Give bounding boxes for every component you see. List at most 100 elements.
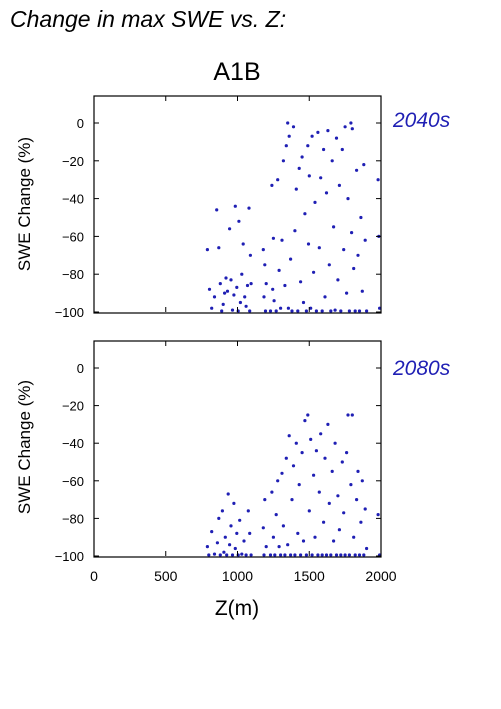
data-point xyxy=(248,309,252,313)
data-point xyxy=(339,553,343,557)
data-point xyxy=(323,456,327,460)
data-point xyxy=(290,498,294,502)
data-point xyxy=(221,302,225,306)
data-point xyxy=(271,287,275,291)
data-point xyxy=(205,545,209,549)
data-point xyxy=(218,553,222,557)
plot-frame xyxy=(93,340,382,558)
data-point xyxy=(342,248,346,252)
x-axis-ticks: 0 500 1000 1500 2000 xyxy=(90,341,397,584)
data-point xyxy=(314,309,318,313)
y-tick-label: −80 xyxy=(62,511,84,526)
y-tick-label: −100 xyxy=(55,549,84,564)
data-point xyxy=(274,309,278,313)
data-point xyxy=(324,553,329,557)
data-point xyxy=(277,268,281,272)
panel-2040s: 0 −20 −40 −60 −80 −100 SWE Change (%) 2040s xyxy=(15,95,451,320)
panel-label: 2040s xyxy=(392,109,451,132)
data-point xyxy=(245,283,250,288)
y-tick-label: −40 xyxy=(62,192,84,207)
data-point xyxy=(363,507,367,511)
data-point xyxy=(296,531,300,536)
data-point xyxy=(376,513,380,517)
data-point xyxy=(301,300,306,305)
data-point xyxy=(306,242,311,246)
data-point xyxy=(332,539,336,543)
data-point xyxy=(320,309,324,313)
data-point xyxy=(223,535,227,539)
data-point xyxy=(309,437,313,441)
data-point xyxy=(286,121,290,125)
data-point xyxy=(309,306,313,310)
y-tick-label: 0 xyxy=(77,361,84,376)
data-point xyxy=(243,295,247,299)
data-point xyxy=(322,520,326,524)
data-point xyxy=(272,299,276,303)
data-point xyxy=(345,451,349,455)
x-tick-label: 2000 xyxy=(365,568,396,584)
data-point xyxy=(303,419,307,423)
data-point xyxy=(230,308,235,312)
panel-label: 2080s xyxy=(392,357,451,380)
data-point xyxy=(233,546,237,551)
data-point xyxy=(324,191,329,195)
data-point xyxy=(263,309,268,313)
data-point xyxy=(333,308,337,312)
data-point xyxy=(268,309,273,313)
data-point xyxy=(327,501,331,505)
data-point xyxy=(229,278,233,282)
data-point xyxy=(334,553,339,557)
data-point xyxy=(306,413,310,417)
data-point xyxy=(294,441,298,445)
data-point xyxy=(352,266,356,271)
data-point xyxy=(353,309,357,313)
data-point xyxy=(235,285,239,289)
data-point xyxy=(261,248,265,252)
data-point xyxy=(291,464,296,468)
data-point xyxy=(365,546,369,551)
data-point xyxy=(310,134,314,138)
data-point xyxy=(286,543,290,547)
data-point xyxy=(320,553,324,557)
data-point xyxy=(226,492,230,496)
data-point xyxy=(319,432,323,436)
data-point xyxy=(293,229,297,233)
data-point xyxy=(283,283,287,288)
data-point xyxy=(365,309,369,313)
data-point xyxy=(362,163,366,167)
data-point xyxy=(286,306,290,310)
data-point xyxy=(215,208,219,212)
data-point xyxy=(210,306,214,310)
data-point xyxy=(323,295,327,299)
data-point xyxy=(293,553,297,557)
data-point xyxy=(232,293,236,297)
data-point xyxy=(263,263,267,267)
data-point xyxy=(343,553,347,557)
y-axis-label: SWE Change (%) xyxy=(15,380,34,514)
data-point xyxy=(223,291,227,295)
data-point xyxy=(350,127,354,131)
data-point xyxy=(270,490,274,494)
data-point xyxy=(224,276,228,280)
data-point xyxy=(313,535,317,539)
data-point xyxy=(228,227,232,231)
data-point xyxy=(349,483,353,487)
data-point xyxy=(346,413,350,417)
data-point xyxy=(359,215,363,220)
data-point xyxy=(296,309,300,313)
data-point xyxy=(312,473,316,477)
y-tick-label: −20 xyxy=(62,154,84,169)
data-point xyxy=(268,553,273,557)
data-point xyxy=(246,509,250,513)
data-point xyxy=(340,460,344,464)
data-point xyxy=(294,187,298,191)
y-tick-label: −60 xyxy=(62,229,84,244)
data-point xyxy=(264,282,268,286)
data-point xyxy=(280,471,284,475)
data-point xyxy=(279,553,283,557)
data-point xyxy=(215,541,219,545)
data-point xyxy=(327,263,331,267)
data-point xyxy=(332,225,336,229)
data-point xyxy=(281,524,285,528)
